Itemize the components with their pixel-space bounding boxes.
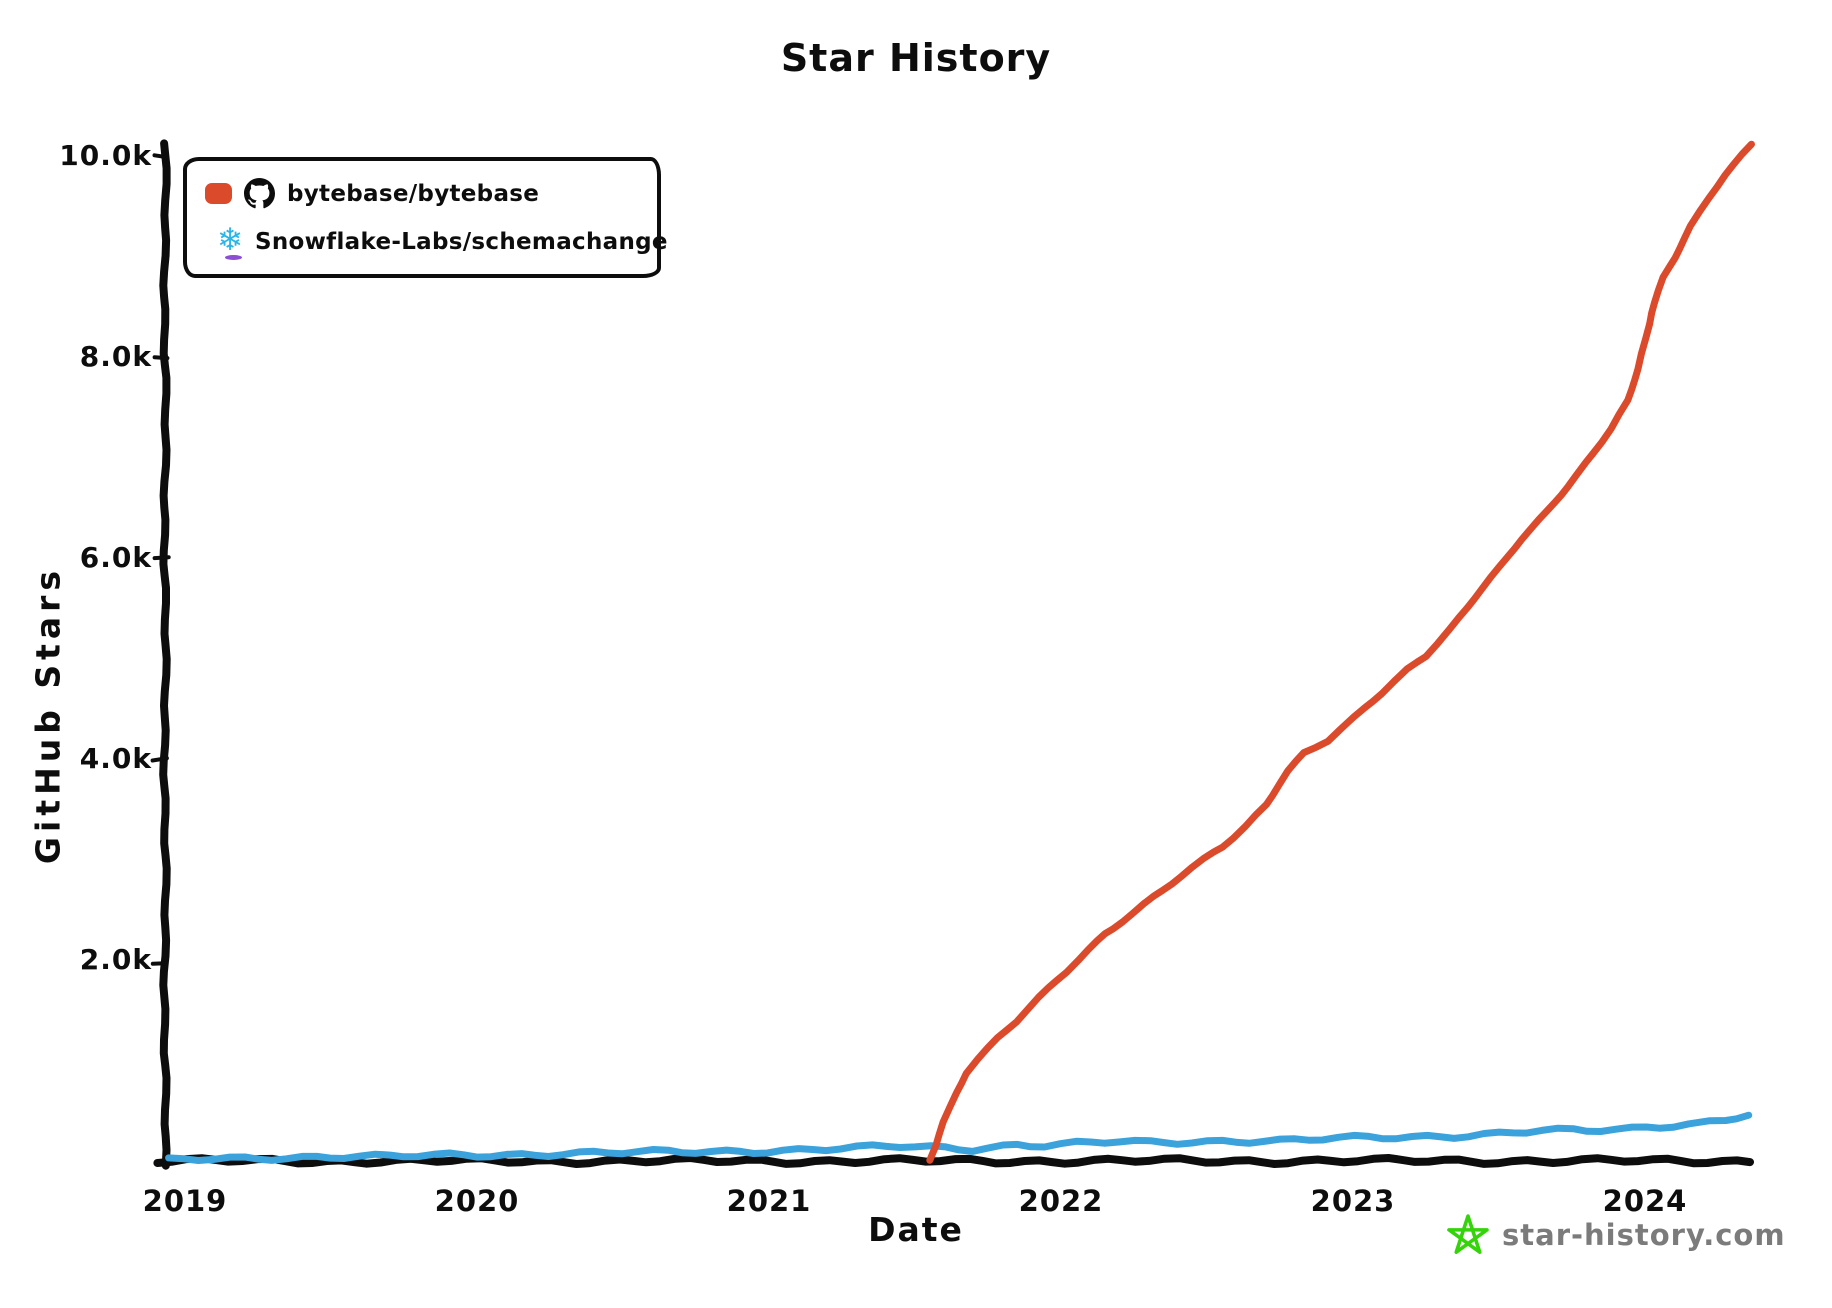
y-tick-label: 2.0k <box>79 943 152 976</box>
legend-label-bytebase: bytebase/bytebase <box>287 180 540 207</box>
star-doodle-icon <box>1447 1214 1489 1255</box>
legend-swatch-bytebase <box>205 183 232 204</box>
y-tick-mark <box>150 961 168 966</box>
y-tick-label: 10.0k <box>59 139 152 172</box>
github-icon <box>244 178 275 209</box>
snowflake-glyph: ❄ <box>217 221 243 258</box>
y-tick-label: 4.0k <box>79 742 152 775</box>
y-tick-label: 8.0k <box>79 340 152 373</box>
chart-title: Star History <box>780 36 1052 80</box>
y-tick-mark <box>152 153 169 160</box>
x-axis-label: Date <box>868 1210 964 1249</box>
watermark-text: star-history.com <box>1502 1218 1786 1252</box>
y-axis-line <box>159 139 171 1170</box>
x-tick-label: 2021 <box>726 1184 812 1218</box>
snowflake-icon: ❄ <box>217 223 243 261</box>
legend-item-bytebase: bytebase/bytebase <box>205 174 647 213</box>
x-tick-label: 2024 <box>1602 1184 1688 1218</box>
legend-label-schemachange: Snowflake-Labs/schemachange <box>254 228 668 255</box>
x-tick-label: 2023 <box>1310 1184 1396 1218</box>
y-tick-mark <box>152 355 170 361</box>
y-tick-label: 6.0k <box>79 541 152 574</box>
x-tick-label: 2020 <box>434 1184 520 1218</box>
y-tick-mark <box>150 756 169 763</box>
legend: bytebase/bytebase ❄ Snowflake-Labs/schem… <box>183 157 667 278</box>
y-tick-mark <box>152 555 171 561</box>
legend-item-schemachange: ❄ Snowflake-Labs/schemachange <box>205 222 667 261</box>
x-axis-line <box>153 1154 1754 1168</box>
series-line-bytebase <box>926 140 1755 1164</box>
x-tick-label: 2022 <box>1018 1184 1104 1218</box>
x-tick-label: 2019 <box>142 1184 228 1218</box>
watermark: star-history.com <box>1447 1214 1786 1256</box>
series-line-schemachange <box>165 1111 1753 1164</box>
snowflake-purple-accent <box>225 254 242 260</box>
